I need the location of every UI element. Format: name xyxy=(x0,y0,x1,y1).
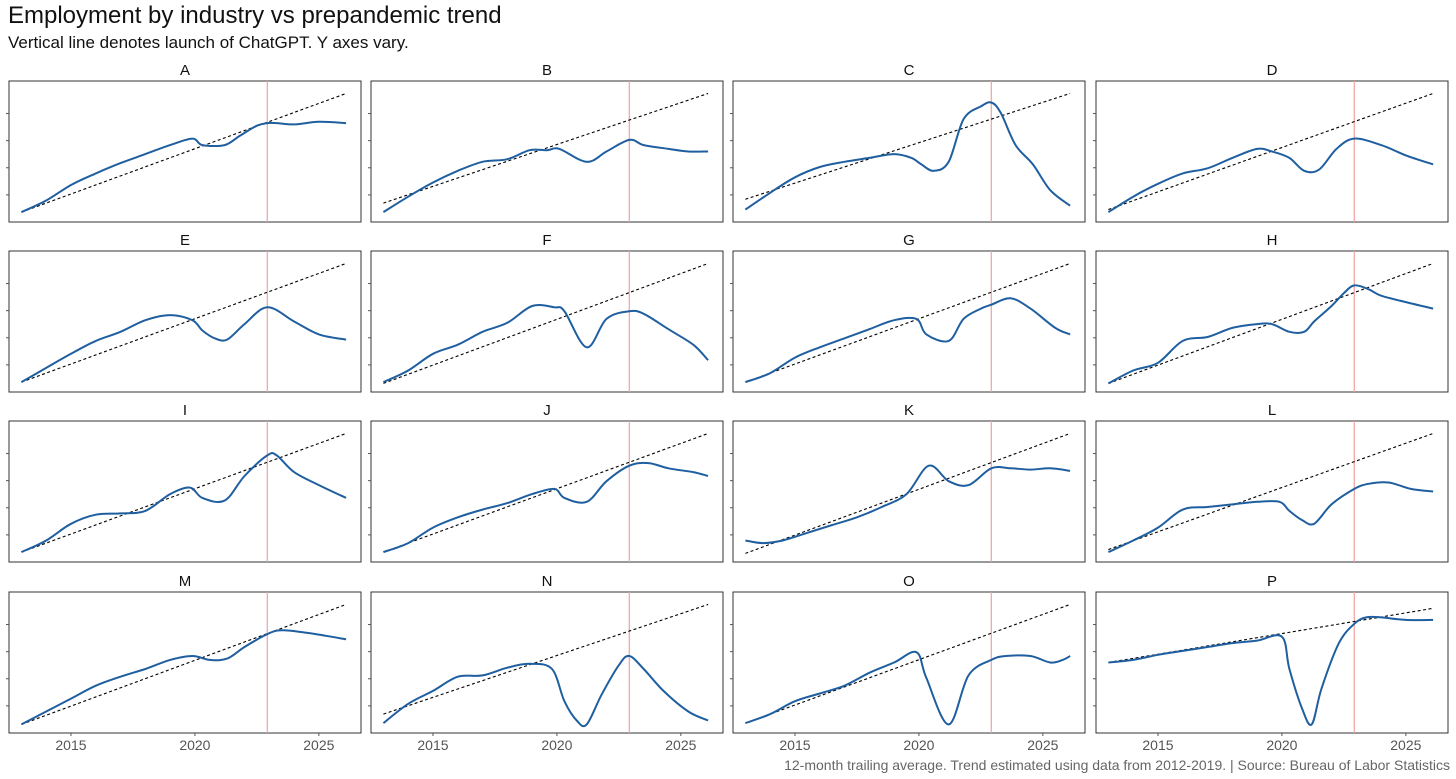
panel-b: B xyxy=(368,62,724,223)
panel-c: C xyxy=(730,62,1086,223)
panel-label: D xyxy=(1267,62,1278,79)
trend-line xyxy=(383,92,709,204)
panel-label: J xyxy=(543,402,551,419)
trend-line xyxy=(745,92,1071,200)
x-tick-label: 2020 xyxy=(179,737,210,753)
panel-frame xyxy=(1095,420,1449,563)
panel-a: A xyxy=(6,62,362,223)
trend-line xyxy=(745,603,1071,724)
series-line xyxy=(1107,481,1434,554)
x-tick-label: 2020 xyxy=(541,737,572,753)
panel-label: P xyxy=(1267,573,1277,590)
panel-frame xyxy=(8,420,362,563)
series-line xyxy=(20,306,347,383)
series-line xyxy=(1107,284,1434,385)
panel-d: D xyxy=(1093,62,1449,223)
x-tick-label: 2015 xyxy=(417,737,448,753)
panel-label: H xyxy=(1267,232,1278,249)
panel-frame xyxy=(8,80,362,223)
panel-label: N xyxy=(542,573,553,590)
panel-frame xyxy=(8,250,362,393)
chart-title: Employment by industry vs prepandemic tr… xyxy=(8,2,502,29)
panel-h: H xyxy=(1093,232,1449,393)
trend-line xyxy=(1108,432,1434,551)
x-tick-label: 2015 xyxy=(55,737,86,753)
panel-frame xyxy=(370,250,724,393)
panel-l: L xyxy=(1093,402,1449,563)
series-line xyxy=(20,629,347,726)
panel-n: N 2015 2020 2025 xyxy=(368,573,724,753)
panel-i: I xyxy=(6,402,362,563)
panel-frame xyxy=(1095,250,1449,393)
trend-line xyxy=(383,432,709,553)
panel-frame xyxy=(732,80,1086,223)
x-tick-label: 2020 xyxy=(903,737,934,753)
x-tick-label: 2015 xyxy=(1142,737,1173,753)
series-line xyxy=(383,461,709,554)
chart-caption: 12-month trailing average. Trend estimat… xyxy=(784,757,1450,773)
x-tick-label: 2025 xyxy=(303,737,334,753)
panel-label: A xyxy=(180,62,190,79)
panel-j: J xyxy=(368,402,724,563)
x-tick-label: 2015 xyxy=(779,737,810,753)
x-tick-label: 2025 xyxy=(1390,737,1421,753)
series-line xyxy=(1107,137,1434,213)
panel-frame xyxy=(370,591,724,734)
trend-line xyxy=(21,92,347,213)
panel-e: E xyxy=(6,232,362,393)
panel-k: K xyxy=(730,402,1086,563)
panel-frame xyxy=(8,591,362,734)
panel-label: F xyxy=(542,232,551,249)
panel-frame xyxy=(1095,591,1449,734)
panel-label: K xyxy=(904,402,914,419)
panel-label: L xyxy=(1268,402,1276,419)
panel-m: M 2015 2020 2025 xyxy=(6,573,362,753)
trend-line xyxy=(383,262,709,384)
series-line xyxy=(745,650,1071,726)
panel-label: I xyxy=(183,402,187,419)
panel-frame xyxy=(732,250,1086,393)
series-line xyxy=(382,303,709,384)
panel-label: M xyxy=(179,573,192,590)
x-tick-label: 2025 xyxy=(1027,737,1058,753)
trend-line xyxy=(21,262,347,383)
panel-frame xyxy=(1095,80,1449,223)
chart-subtitle: Vertical line denotes launch of ChatGPT.… xyxy=(8,33,409,52)
trend-line xyxy=(21,603,347,725)
panel-f: F xyxy=(368,232,724,393)
series-line xyxy=(20,452,347,554)
trend-line xyxy=(383,603,709,715)
panel-label: O xyxy=(903,573,915,590)
panel-label: C xyxy=(904,62,915,79)
panel-label: G xyxy=(903,232,915,249)
x-tick-label: 2020 xyxy=(1266,737,1297,753)
x-tick-label: 2025 xyxy=(665,737,696,753)
series-line xyxy=(382,654,709,728)
panel-p: P 2015 2020 2025 xyxy=(1093,573,1449,753)
panel-frame xyxy=(732,591,1086,734)
panel-label: B xyxy=(542,62,552,79)
series-line xyxy=(382,138,709,213)
trend-line xyxy=(745,262,1071,383)
panel-label: E xyxy=(180,232,190,249)
series-line xyxy=(745,297,1071,384)
panel-frame xyxy=(370,420,724,563)
panel-frame xyxy=(370,80,724,223)
series-line xyxy=(20,120,347,214)
panel-g: G xyxy=(730,232,1086,393)
trend-line xyxy=(21,432,347,553)
series-line xyxy=(1108,615,1434,726)
series-line xyxy=(744,101,1071,211)
panel-frame xyxy=(732,420,1086,563)
series-line xyxy=(745,464,1071,545)
panel-o: O 2015 2020 2025 xyxy=(730,573,1086,753)
